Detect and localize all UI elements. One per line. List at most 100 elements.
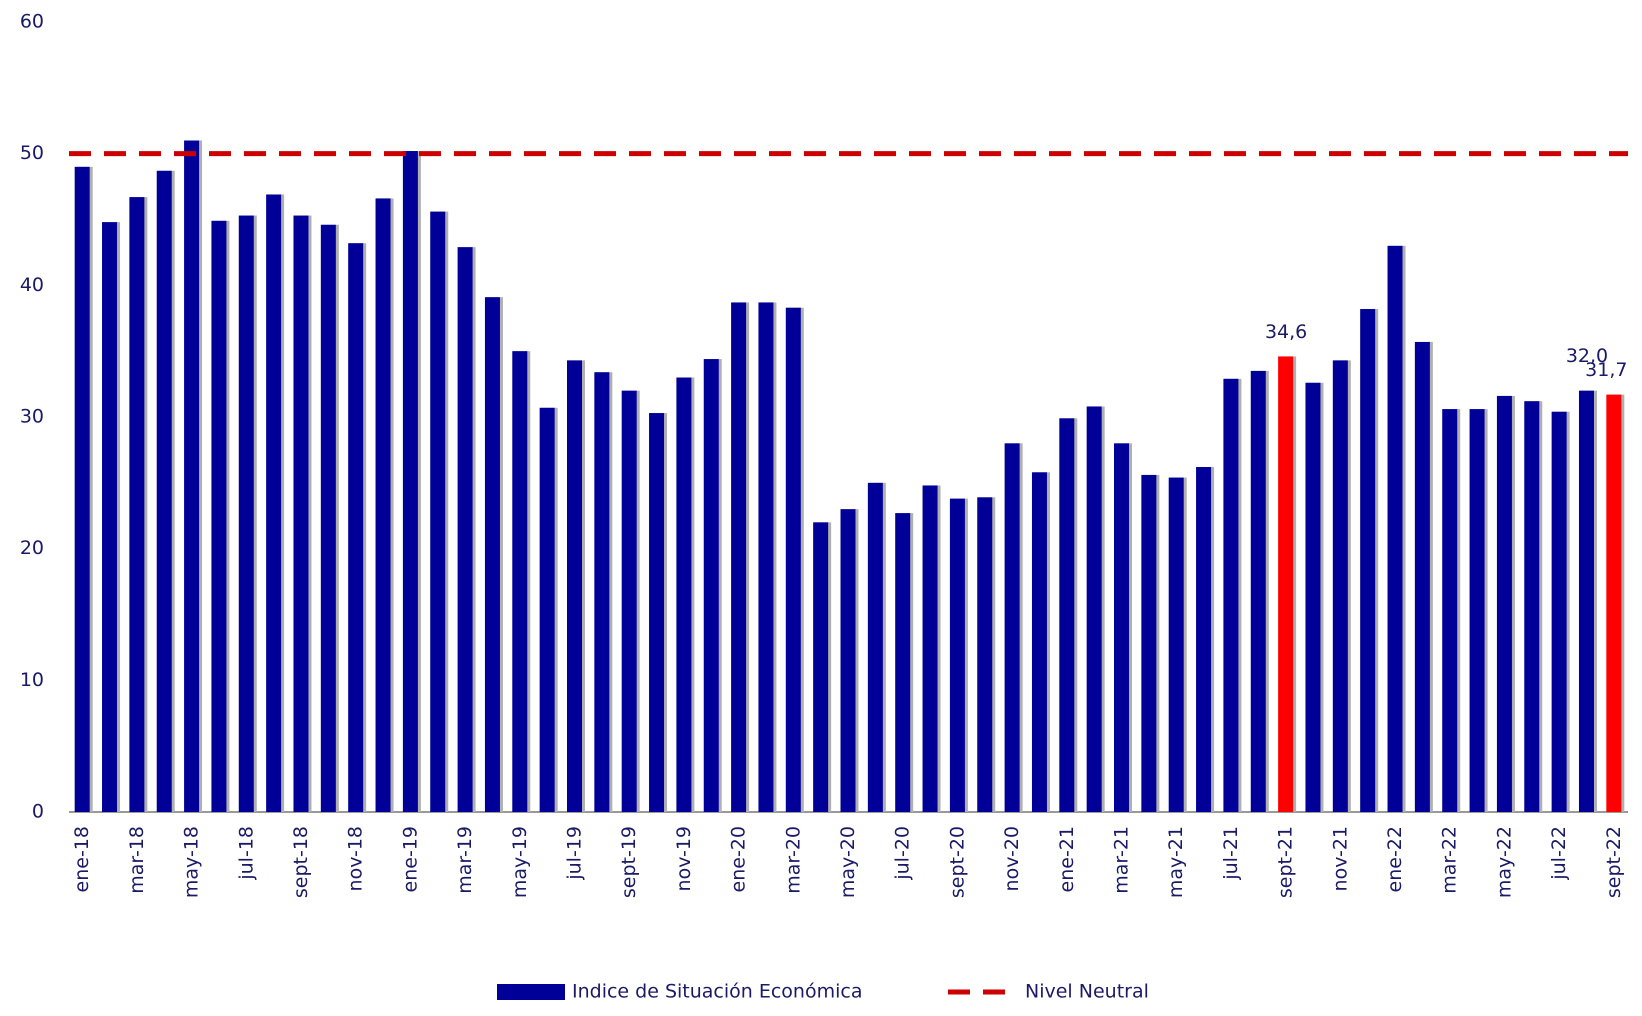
y-tick-label: 30 [20, 406, 44, 428]
bar [102, 222, 118, 813]
x-tick-label: ene-19 [399, 826, 421, 892]
x-tick-label: jul-20 [892, 826, 914, 881]
bar [1031, 472, 1047, 812]
x-tick-label: mar-21 [1111, 826, 1133, 894]
x-tick-label: ene-21 [1056, 826, 1078, 892]
bar [731, 302, 747, 812]
x-tick-label: jul-19 [563, 826, 585, 881]
bar [840, 509, 856, 812]
bar [1524, 401, 1540, 812]
bar [74, 166, 90, 813]
bar [676, 377, 692, 812]
bar [1059, 418, 1075, 812]
y-tick-label: 50 [20, 142, 44, 164]
y-tick-label: 20 [20, 537, 44, 559]
x-tick-label: nov-20 [1001, 826, 1023, 891]
bar [1414, 341, 1430, 812]
bar [266, 194, 282, 812]
bar [867, 482, 883, 812]
bar [1578, 390, 1594, 812]
bar [211, 220, 227, 813]
x-tick-label: nov-18 [345, 826, 367, 891]
bar [1168, 477, 1184, 812]
bar [402, 151, 418, 813]
bar [238, 215, 254, 813]
bar [375, 198, 391, 812]
x-tick-label: may-21 [1165, 826, 1187, 898]
bar [813, 522, 829, 812]
bar [703, 359, 719, 812]
bar [484, 297, 500, 812]
bar [129, 197, 145, 812]
bar [977, 497, 993, 812]
bar [348, 243, 364, 812]
bar [539, 407, 555, 812]
bar [512, 351, 528, 812]
bar [1141, 474, 1157, 812]
x-tick-label: may-22 [1493, 826, 1515, 898]
y-tick-label: 0 [32, 801, 44, 823]
bar [457, 247, 473, 812]
data-label: 34,6 [1265, 321, 1307, 343]
bar [1496, 395, 1512, 812]
legend-label: Indice de Situación Económica [572, 981, 862, 1003]
bar [566, 360, 582, 812]
data-label: 32,0 [1566, 345, 1608, 367]
x-tick-label: may-19 [509, 826, 531, 898]
bar [1223, 378, 1239, 812]
bar [758, 302, 774, 812]
bar [1606, 394, 1622, 812]
bar [895, 513, 911, 812]
y-tick-label: 60 [20, 11, 44, 33]
x-tick-label: sept-18 [290, 826, 312, 898]
bar [1305, 382, 1321, 812]
x-tick-label: mar-22 [1439, 826, 1461, 894]
x-tick-label: jul-22 [1548, 826, 1570, 881]
bar [1004, 443, 1020, 812]
bar [184, 140, 200, 812]
x-tick-label: ene-22 [1384, 826, 1406, 892]
x-tick-label: mar-20 [782, 826, 804, 894]
bar [1250, 370, 1266, 812]
x-tick-label: sept-21 [1275, 826, 1297, 898]
bar [785, 307, 801, 812]
bar [949, 498, 965, 812]
bar [156, 170, 172, 813]
x-tick-label: nov-19 [673, 826, 695, 891]
x-tick-label: sept-19 [618, 826, 640, 898]
x-tick-label: mar-18 [126, 826, 148, 894]
bar [1469, 409, 1485, 812]
bar [649, 413, 665, 812]
bar [320, 224, 336, 812]
bar [1278, 356, 1294, 812]
legend-swatch [497, 984, 565, 1000]
bar [1196, 467, 1212, 812]
bar [1442, 409, 1458, 812]
x-tick-label: jul-21 [1220, 826, 1242, 881]
bar [1086, 406, 1102, 812]
bar [293, 215, 309, 813]
bar [621, 390, 637, 812]
bar [1387, 245, 1403, 813]
bar [922, 485, 938, 812]
bar [594, 372, 610, 812]
data-label: 31,7 [1585, 359, 1627, 381]
bar [1114, 443, 1130, 812]
x-tick-label: ene-20 [728, 826, 750, 892]
y-tick-label: 10 [20, 669, 44, 691]
bar [1332, 360, 1348, 812]
x-tick-label: nov-21 [1329, 826, 1351, 891]
x-tick-label: may-20 [837, 826, 859, 898]
bar [1360, 309, 1376, 812]
x-tick-label: sept-20 [946, 826, 968, 898]
x-tick-label: sept-22 [1603, 826, 1625, 898]
bar [430, 211, 446, 813]
x-tick-label: ene-18 [71, 826, 93, 892]
y-tick-label: 40 [20, 274, 44, 296]
bar [1551, 411, 1567, 812]
x-tick-label: jul-18 [235, 826, 257, 881]
legend-label: Nivel Neutral [1025, 981, 1149, 1003]
x-tick-label: mar-19 [454, 826, 476, 894]
x-tick-label: may-18 [181, 826, 203, 898]
